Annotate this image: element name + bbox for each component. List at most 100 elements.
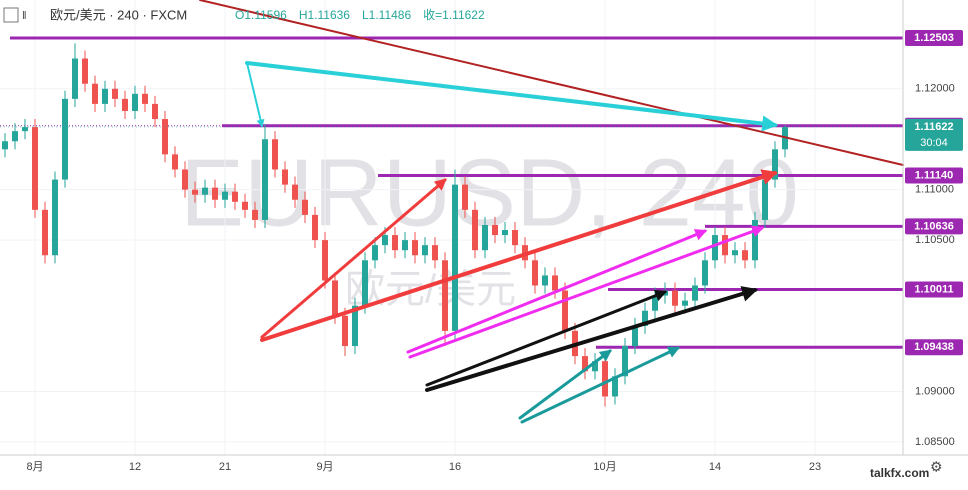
- symbol: 欧元/美元 · 240 · FXCM: [50, 7, 187, 22]
- candle-body: [602, 361, 608, 397]
- candle-body: [552, 275, 558, 291]
- candle-body: [272, 139, 278, 170]
- candle-body: [132, 93, 138, 111]
- candle-body: [62, 98, 68, 180]
- level-label-bg: [905, 281, 963, 298]
- candle-body: [722, 235, 728, 256]
- level-label: 1.11140: [915, 169, 954, 181]
- candle-body: [732, 250, 738, 256]
- candle-body: [582, 356, 588, 372]
- level-label: 1.10011: [914, 283, 953, 295]
- level-label: 1.09438: [914, 341, 954, 353]
- candle-body: [32, 127, 38, 210]
- candle-body: [202, 187, 208, 195]
- x-tick-label: 10月: [593, 461, 616, 473]
- candle-body: [592, 361, 598, 372]
- level-label-bg: [905, 167, 963, 184]
- candle-body: [542, 275, 548, 286]
- candle-body: [232, 191, 238, 202]
- candle-body: [382, 235, 388, 246]
- candle-body: [712, 235, 718, 261]
- candle-body: [692, 285, 698, 301]
- candle-body: [752, 219, 758, 261]
- level-label-bg: [905, 30, 963, 47]
- candle-body: [192, 189, 198, 195]
- candle-body: [122, 98, 128, 111]
- candle-body: [462, 184, 468, 210]
- candle-body: [772, 149, 778, 180]
- candle-body: [292, 184, 298, 200]
- y-tick-label: 1.12000: [915, 83, 955, 95]
- candle-body: [622, 346, 628, 377]
- candle-body: [342, 315, 348, 347]
- candle-body: [112, 88, 118, 99]
- candle-body: [642, 310, 648, 326]
- watermark: EURUSD, 240: [180, 139, 799, 246]
- candle-body: [92, 83, 98, 104]
- candle-body: [612, 376, 618, 397]
- candle-body: [652, 295, 658, 311]
- countdown: 30:04: [920, 137, 948, 149]
- candle-body: [482, 224, 488, 251]
- candle-body: [302, 199, 308, 215]
- last-price-bg: [905, 118, 963, 151]
- candle-body: [332, 280, 338, 316]
- level-label-bg: [905, 339, 963, 356]
- candle-body: [452, 184, 458, 331]
- candle-body: [442, 260, 448, 331]
- x-tick-label: 21: [219, 461, 231, 473]
- candle-body: [742, 250, 748, 261]
- candle-body: [562, 290, 568, 331]
- candle-body: [12, 131, 18, 142]
- ohlc-value: O1.11596: [235, 8, 287, 22]
- candle-body: [162, 119, 168, 155]
- candle-body: [42, 209, 48, 256]
- candle-body: [352, 305, 358, 347]
- x-tick-label: 8月: [26, 461, 43, 473]
- candle-body: [372, 245, 378, 261]
- toolbar-sep: ‖: [22, 10, 27, 22]
- candle-body: [22, 127, 28, 132]
- ohlc-value: 收=1.11622: [423, 8, 485, 22]
- x-tick-label: 12: [129, 461, 141, 473]
- candle-body: [212, 187, 218, 200]
- last-price-label: 1.11622: [914, 121, 953, 133]
- x-tick-label: 16: [449, 461, 461, 473]
- candle-body: [52, 179, 58, 256]
- y-tick-label: 1.08500: [915, 436, 955, 448]
- candle-body: [152, 103, 158, 120]
- settings-icon[interactable]: ⚙: [930, 459, 943, 475]
- candle-body: [702, 260, 708, 286]
- candle-body: [72, 58, 78, 99]
- candle-body: [502, 230, 508, 236]
- y-tick-label: 1.11000: [915, 184, 954, 196]
- candle-body: [422, 245, 428, 256]
- candle-body: [402, 240, 408, 251]
- candle-body: [512, 230, 518, 246]
- candle-body: [322, 240, 328, 281]
- candle-body: [432, 245, 438, 261]
- level-label: 1.12503: [914, 32, 954, 44]
- y-tick-label: 1.10500: [915, 234, 955, 246]
- footer: talkfx.com: [870, 466, 929, 480]
- candle-body: [312, 214, 318, 241]
- candle-body: [142, 93, 148, 104]
- x-tick-label: 23: [809, 461, 821, 473]
- x-tick-label: 14: [709, 461, 721, 473]
- candle-body: [262, 139, 268, 220]
- x-tick-label: 9月: [316, 461, 333, 473]
- candle-body: [2, 141, 8, 150]
- candle-body: [102, 88, 108, 104]
- candle-body: [282, 169, 288, 185]
- candle-body: [252, 209, 258, 220]
- candle-body: [392, 235, 398, 251]
- candle-body: [362, 260, 368, 306]
- candle-body: [412, 240, 418, 256]
- candle-body: [182, 169, 188, 190]
- y-tick-label: 1.09000: [915, 385, 955, 397]
- candle-body: [532, 260, 538, 286]
- candle-body: [172, 154, 178, 170]
- toolbar-icon[interactable]: [3, 7, 19, 23]
